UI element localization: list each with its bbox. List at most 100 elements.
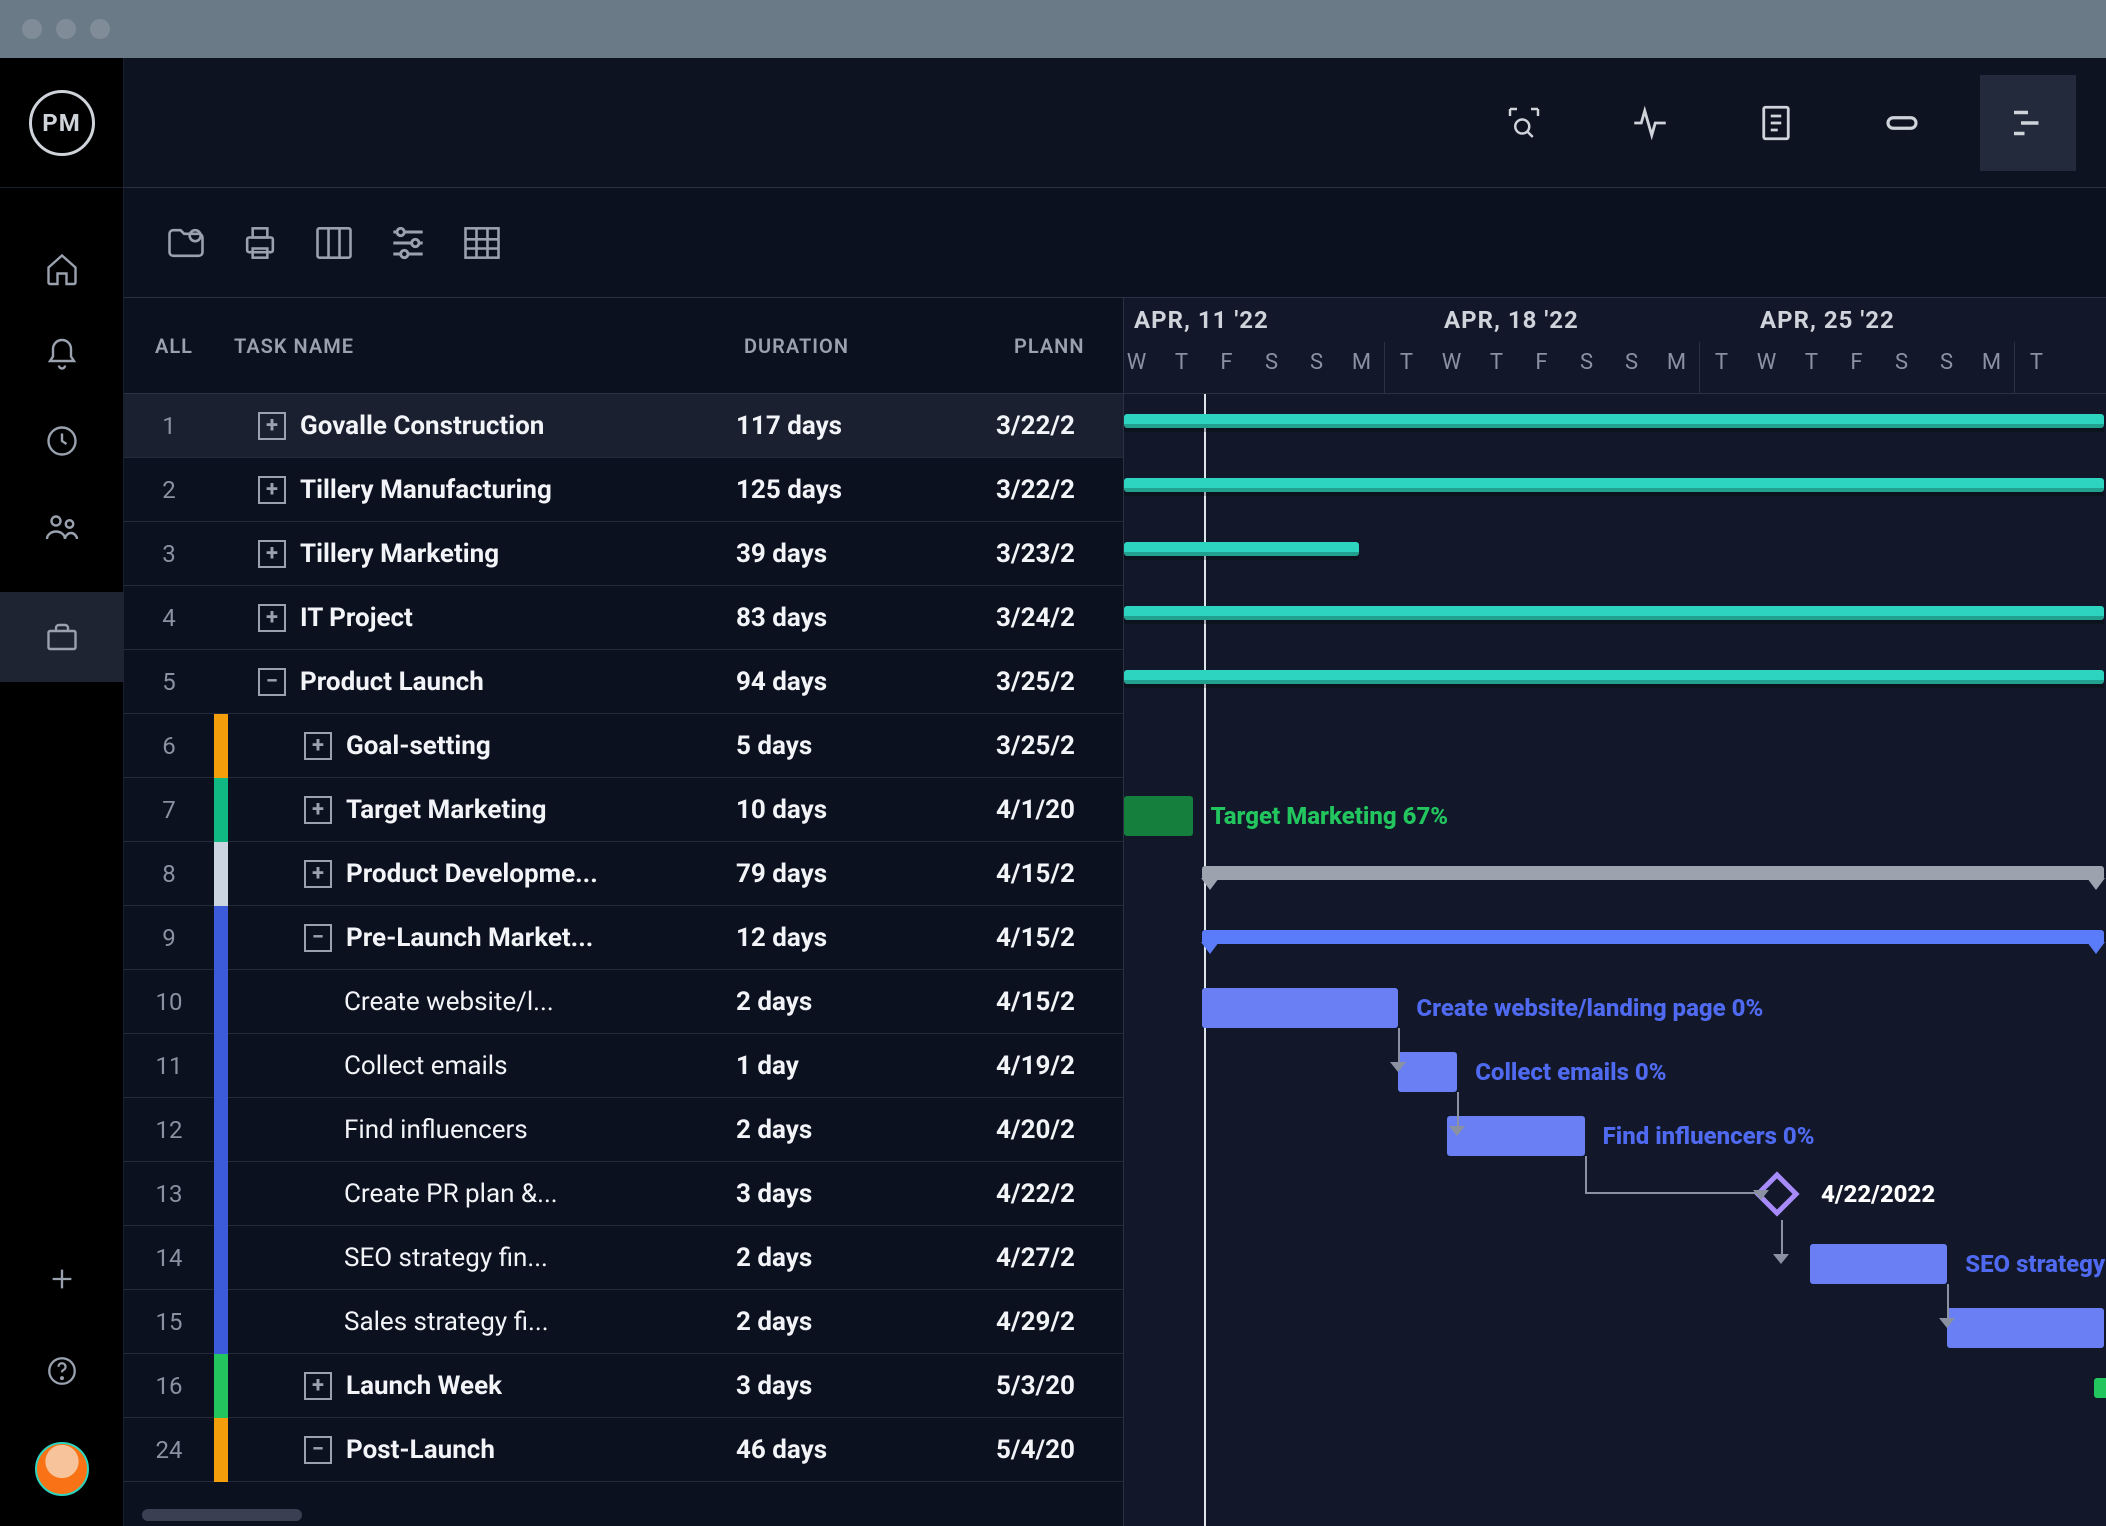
task-row[interactable]: 3+Tillery Marketing39 days3/23/2 (124, 522, 1123, 586)
nav-bell-icon[interactable] (41, 334, 83, 376)
view-gantt-icon[interactable] (1980, 75, 2076, 171)
task-row[interactable]: 14SEO strategy fin...2 days4/27/2 (124, 1226, 1123, 1290)
chrome-dot-min[interactable] (56, 19, 76, 39)
row-name-cell[interactable]: +Goal-setting (228, 731, 736, 761)
task-name-label: Find influencers (344, 1115, 528, 1145)
task-row[interactable]: 5−Product Launch94 days3/25/2 (124, 650, 1123, 714)
task-row[interactable]: 6+Goal-setting5 days3/25/2 (124, 714, 1123, 778)
gantt-bar[interactable] (1124, 670, 2104, 684)
gantt-day-label: F (1850, 350, 1862, 375)
view-activity-icon[interactable] (1602, 75, 1698, 171)
expand-icon[interactable]: + (304, 796, 332, 824)
row-duration: 2 days (736, 1115, 996, 1145)
row-name-cell[interactable]: −Pre-Launch Market... (228, 923, 736, 953)
window-chrome (0, 0, 2106, 58)
nav-add-icon[interactable] (41, 1258, 83, 1300)
task-row[interactable]: 12Find influencers2 days4/20/2 (124, 1098, 1123, 1162)
task-row[interactable]: 15Sales strategy fi...2 days4/29/2 (124, 1290, 1123, 1354)
expand-icon[interactable]: + (258, 476, 286, 504)
task-row[interactable]: 13Create PR plan &...3 days4/22/2 (124, 1162, 1123, 1226)
row-name-cell[interactable]: +Govalle Construction (228, 411, 736, 441)
task-name-label: Create website/l... (344, 987, 554, 1017)
task-name-label: Collect emails (344, 1051, 508, 1081)
column-headers: ALL TASK NAME DURATION PLANN (124, 298, 1123, 394)
col-plan[interactable]: PLANN (1004, 334, 1123, 358)
gantt-day-label: S (1895, 350, 1908, 375)
view-zoom-icon[interactable] (1476, 75, 1572, 171)
tb-folder-icon[interactable] (164, 221, 208, 265)
row-index: 3 (124, 540, 214, 568)
nav-help-icon[interactable] (41, 1350, 83, 1392)
col-dur[interactable]: DURATION (744, 334, 1004, 358)
gantt-bar[interactable] (1202, 866, 2104, 880)
col-all[interactable]: ALL (124, 334, 224, 358)
chrome-dot-max[interactable] (90, 19, 110, 39)
col-task[interactable]: TASK NAME (224, 334, 744, 358)
task-row[interactable]: 2+Tillery Manufacturing125 days3/22/2 (124, 458, 1123, 522)
row-name-cell[interactable]: Find influencers (228, 1115, 736, 1145)
collapse-icon[interactable]: − (304, 1436, 332, 1464)
view-link-icon[interactable] (1854, 75, 1950, 171)
row-color-stripe (214, 1034, 228, 1098)
tb-grid-icon[interactable] (460, 221, 504, 265)
row-name-cell[interactable]: Create website/l... (228, 987, 736, 1017)
gantt-bar[interactable] (1447, 1116, 1584, 1156)
view-list-icon[interactable] (1728, 75, 1824, 171)
expand-icon[interactable]: + (304, 732, 332, 760)
task-row[interactable]: 8+Product Developme...79 days4/15/2 (124, 842, 1123, 906)
expand-icon[interactable]: + (258, 540, 286, 568)
gantt-bar[interactable] (1124, 606, 2104, 620)
task-row[interactable]: 10Create website/l...2 days4/15/2 (124, 970, 1123, 1034)
nav-team-icon[interactable] (41, 506, 83, 548)
expand-icon[interactable]: + (258, 412, 286, 440)
row-name-cell[interactable]: +Product Developme... (228, 859, 736, 889)
row-index: 12 (124, 1116, 214, 1144)
row-name-cell[interactable]: SEO strategy fin... (228, 1243, 736, 1273)
gantt-bar[interactable] (1124, 414, 2104, 428)
row-name-cell[interactable]: +Tillery Marketing (228, 539, 736, 569)
row-name-cell[interactable]: +Tillery Manufacturing (228, 475, 736, 505)
expand-icon[interactable]: + (304, 1372, 332, 1400)
gantt-bar[interactable] (1810, 1244, 1947, 1284)
tb-columns-icon[interactable] (312, 221, 356, 265)
task-row[interactable]: 9−Pre-Launch Market...12 days4/15/2 (124, 906, 1123, 970)
gantt-panel[interactable]: APR, 11 '22APR, 18 '22APR, 25 '22WTFSSMT… (1124, 298, 2106, 1526)
tb-print-icon[interactable] (238, 221, 282, 265)
gantt-bar[interactable] (1124, 542, 1359, 556)
row-name-cell[interactable]: Create PR plan &... (228, 1179, 736, 1209)
gantt-body[interactable]: Target Marketing 67%PCreate website/land… (1124, 394, 2106, 1526)
task-row[interactable]: 4+IT Project83 days3/24/2 (124, 586, 1123, 650)
gantt-bar[interactable] (1398, 1052, 1457, 1092)
chrome-dot-close[interactable] (22, 19, 42, 39)
row-name-cell[interactable]: Sales strategy fi... (228, 1307, 736, 1337)
task-hscroll[interactable] (124, 1504, 1123, 1526)
task-row[interactable]: 7+Target Marketing10 days4/1/20 (124, 778, 1123, 842)
row-name-cell[interactable]: +Target Marketing (228, 795, 736, 825)
gantt-week-label: APR, 11 '22 (1134, 306, 1269, 334)
row-name-cell[interactable]: −Product Launch (228, 667, 736, 697)
row-name-cell[interactable]: Collect emails (228, 1051, 736, 1081)
tb-filter-icon[interactable] (386, 221, 430, 265)
nav-briefcase-icon[interactable] (0, 592, 124, 682)
collapse-icon[interactable]: − (258, 668, 286, 696)
gantt-bar[interactable] (1202, 930, 2104, 944)
expand-icon[interactable]: + (258, 604, 286, 632)
expand-icon[interactable]: + (304, 860, 332, 888)
row-name-cell[interactable]: +Launch Week (228, 1371, 736, 1401)
task-row[interactable]: 1+Govalle Construction117 days3/22/2 (124, 394, 1123, 458)
collapse-icon[interactable]: − (304, 924, 332, 952)
row-name-cell[interactable]: +IT Project (228, 603, 736, 633)
gantt-bar[interactable] (1947, 1308, 2104, 1348)
gantt-bar[interactable] (1202, 988, 1398, 1028)
gantt-bar[interactable] (1124, 478, 2104, 492)
task-row[interactable]: 11Collect emails1 day4/19/2 (124, 1034, 1123, 1098)
task-row[interactable]: 24−Post-Launch46 days5/4/20 (124, 1418, 1123, 1482)
nav-home-icon[interactable] (41, 248, 83, 290)
gantt-bar[interactable] (1124, 796, 1193, 836)
user-avatar[interactable] (35, 1442, 89, 1496)
task-row[interactable]: 16+Launch Week3 days5/3/20 (124, 1354, 1123, 1418)
row-name-cell[interactable]: −Post-Launch (228, 1435, 736, 1465)
gantt-bar[interactable] (2094, 1378, 2106, 1398)
nav-clock-icon[interactable] (41, 420, 83, 462)
row-index: 14 (124, 1244, 214, 1272)
